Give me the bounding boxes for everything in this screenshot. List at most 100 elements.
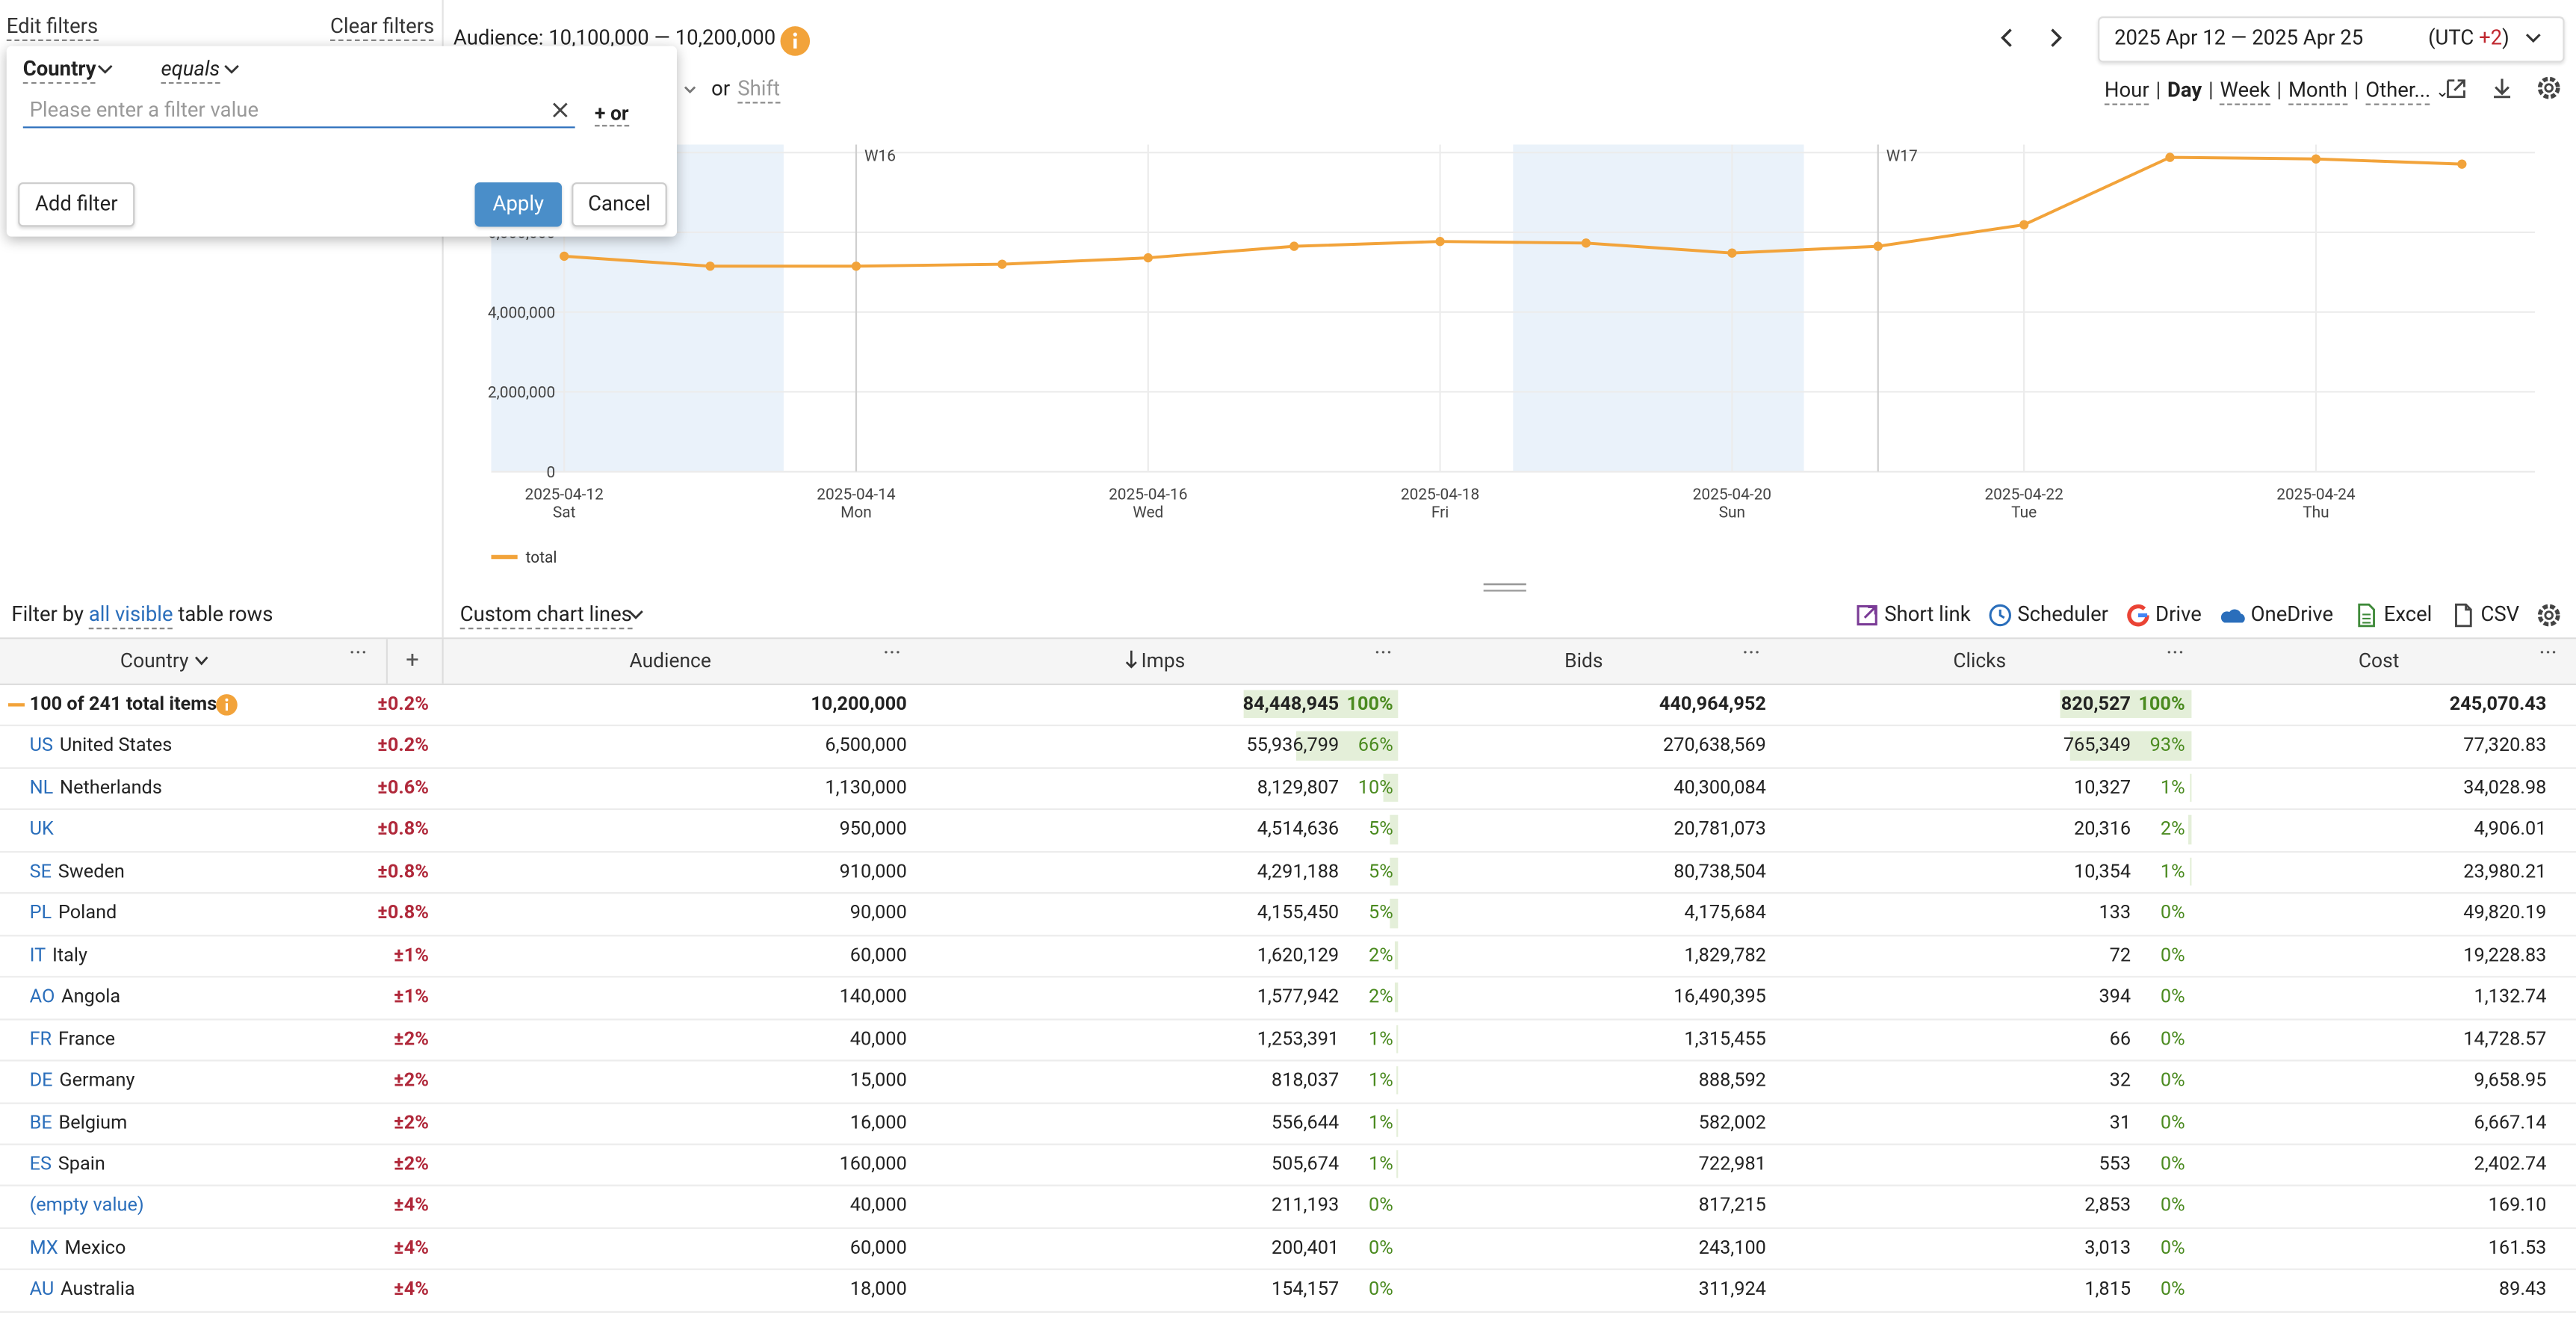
clicks: 133 [2099, 900, 2131, 924]
bids: 270,638,569 [1663, 733, 1766, 757]
or-label: or [711, 77, 731, 102]
info-icon[interactable] [215, 693, 238, 721]
country-code[interactable]: NL [29, 775, 54, 799]
country-code[interactable]: FR [29, 1026, 52, 1050]
add-column[interactable]: + [406, 647, 419, 674]
country-code[interactable]: AU [29, 1277, 55, 1301]
imps-share: 5% [1368, 858, 1393, 882]
clicks-share: 1% [2160, 775, 2185, 799]
column-header[interactable]: Country [120, 641, 208, 682]
country-name: Australia [61, 1277, 135, 1301]
country-code[interactable]: ES [29, 1151, 52, 1175]
column-menu[interactable]: ··· [2166, 640, 2185, 667]
granularity-option[interactable]: Month [2288, 78, 2347, 105]
imps: 55,936,799 [1246, 733, 1340, 757]
column-header[interactable]: Imps [1125, 641, 1185, 682]
filter-input[interactable]: Please enter a filter value [22, 96, 575, 129]
bids: 20,781,073 [1674, 817, 1766, 841]
imps-share: 1% [1368, 1151, 1393, 1175]
export-label[interactable]: Short link [1884, 603, 1971, 628]
audience: 6,500,000 [825, 733, 907, 757]
shift[interactable]: Shift [737, 77, 781, 104]
column-header[interactable]: Audience [629, 649, 711, 672]
country-code[interactable]: IT [29, 942, 46, 966]
edit-filters[interactable]: Edit filters [6, 15, 99, 41]
filter-operator[interactable]: equals [161, 58, 220, 84]
error: ±0.8% [377, 817, 429, 841]
custom-chart-lines[interactable]: Custom chart lines [459, 603, 632, 630]
column-menu[interactable]: ··· [349, 640, 368, 667]
column-header[interactable]: Cost [2358, 649, 2400, 672]
column-menu[interactable]: ··· [2539, 640, 2557, 667]
country-name: Italy [52, 942, 88, 966]
column-header[interactable]: Bids [1564, 649, 1603, 672]
x-tick-label: 2025-04-14 [817, 486, 896, 504]
row-line [0, 934, 2576, 936]
open-icon[interactable] [2443, 75, 2469, 102]
country-code[interactable]: MX [29, 1235, 58, 1259]
info-icon[interactable] [778, 25, 811, 58]
column-menu[interactable]: ··· [882, 640, 902, 667]
date-picker[interactable]: 2025 Apr 12 — 2025 Apr 25 (UTC +2) [2098, 16, 2565, 63]
export-icon[interactable] [1987, 601, 2014, 634]
add-filter[interactable]: Add filter [18, 182, 135, 227]
country-code[interactable]: BE [29, 1110, 52, 1133]
export-label[interactable]: OneDrive [2250, 603, 2334, 628]
imps: 4,155,450 [1257, 900, 1340, 924]
country-code[interactable]: (empty value) [29, 1193, 144, 1217]
share-bar [1396, 1150, 1399, 1179]
next[interactable] [2042, 25, 2068, 51]
error: ±2% [394, 1151, 429, 1175]
column-menu[interactable]: ··· [1742, 640, 1761, 667]
filter-by-link[interactable]: all visible [88, 603, 173, 630]
country-code[interactable]: PL [29, 900, 52, 924]
resize-handle[interactable] [1483, 590, 1526, 592]
country-name: Angola [61, 984, 121, 1008]
clicks-share: 100% [2138, 691, 2185, 715]
separator: | [2155, 78, 2161, 104]
error: ±2% [394, 1068, 429, 1092]
country-code[interactable]: AO [29, 984, 55, 1008]
export-label[interactable]: Scheduler [2017, 603, 2109, 628]
y-tick-label: 0 [547, 464, 556, 482]
export-label[interactable]: CSV [2480, 603, 2520, 628]
column-header[interactable]: Clicks [1953, 649, 2007, 672]
clear-filters[interactable]: Clear filters [329, 15, 435, 41]
export-icon[interactable] [1853, 601, 1880, 634]
prev[interactable] [1995, 25, 2021, 51]
granularity-option[interactable]: Other... [2365, 78, 2431, 105]
settings-icon[interactable] [2535, 74, 2563, 102]
share-bar [1390, 815, 1399, 844]
country-code[interactable]: UK [29, 817, 54, 841]
cancel[interactable]: Cancel [572, 182, 667, 227]
download-icon[interactable] [2489, 75, 2515, 102]
resize-handle[interactable] [1483, 583, 1526, 586]
export-icon[interactable] [2124, 601, 2152, 634]
export-label[interactable]: Excel [2383, 603, 2433, 628]
placeholder: Please enter a filter value [29, 98, 259, 123]
country-code[interactable]: DE [29, 1068, 53, 1092]
dropdown-caret[interactable] [682, 82, 699, 99]
granularity-option[interactable]: Day [2167, 78, 2202, 104]
export-icon[interactable] [2353, 601, 2380, 634]
apply[interactable]: Apply [474, 182, 563, 227]
settings-icon[interactable] [2535, 601, 2563, 629]
error: ±0.8% [377, 858, 429, 882]
point [997, 259, 1007, 269]
column-menu[interactable]: ··· [1374, 640, 1393, 667]
filter-field[interactable]: Country [22, 58, 96, 84]
audience: 15,000 [849, 1068, 907, 1092]
share-bar [1243, 690, 1399, 719]
export-label[interactable]: Drive [2155, 603, 2202, 628]
clicks: 31 [2109, 1110, 2131, 1133]
clear-input[interactable] [552, 102, 569, 118]
y-tick-label: 4,000,000 [488, 304, 555, 322]
or-button[interactable]: + or [595, 102, 629, 127]
country-code[interactable]: US [29, 733, 54, 757]
granularity-option[interactable]: Hour [2104, 78, 2149, 105]
granularity-option[interactable]: Week [2220, 78, 2270, 105]
export-icon[interactable] [2220, 601, 2247, 634]
row-line [0, 1227, 2576, 1229]
export-icon[interactable] [2450, 601, 2477, 634]
country-code[interactable]: SE [29, 858, 52, 882]
